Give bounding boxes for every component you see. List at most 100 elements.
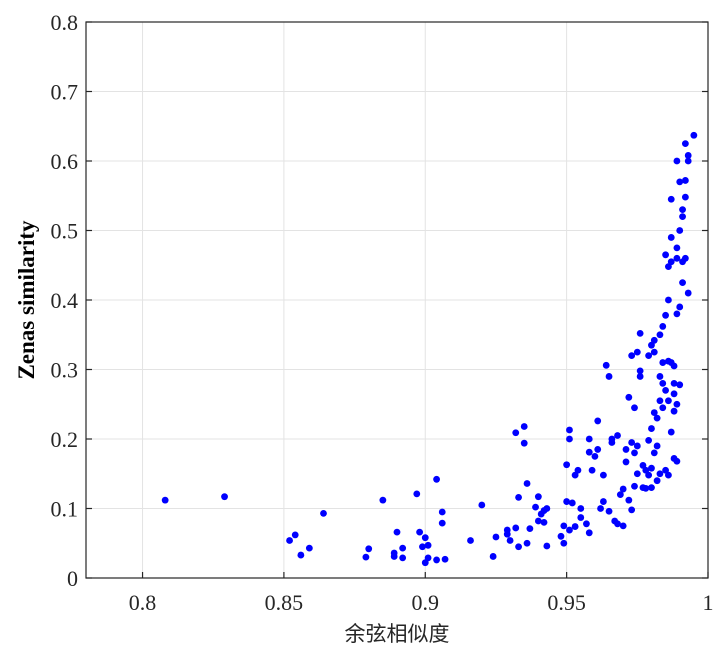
data-point — [441, 555, 449, 563]
data-point — [515, 493, 522, 501]
data-point — [424, 554, 432, 562]
data-point — [393, 528, 401, 536]
data-point — [645, 352, 653, 359]
x-tick-label: 1 — [703, 590, 714, 615]
data-point — [656, 331, 664, 339]
y-tick-label: 0.3 — [51, 358, 79, 383]
data-point — [379, 496, 387, 504]
data-point — [659, 404, 667, 412]
data-point — [512, 524, 520, 532]
data-point — [636, 329, 644, 337]
data-point — [492, 533, 500, 541]
data-point — [399, 554, 407, 562]
y-tick-label: 0.7 — [51, 80, 79, 105]
data-point — [390, 549, 398, 557]
data-point — [633, 442, 641, 450]
data-point — [659, 380, 667, 387]
data-point — [523, 480, 531, 487]
data-point — [585, 435, 593, 443]
data-point — [670, 362, 678, 370]
data-point — [642, 484, 650, 492]
data-point — [520, 439, 528, 447]
data-point — [591, 452, 599, 460]
data-point — [619, 485, 627, 493]
data-point — [648, 425, 655, 432]
data-point — [568, 499, 576, 507]
data-point — [645, 436, 653, 444]
data-point — [645, 471, 653, 479]
data-point — [571, 523, 579, 530]
data-point — [597, 505, 604, 512]
data-point — [631, 449, 638, 457]
data-point — [628, 352, 636, 359]
data-point — [636, 367, 644, 375]
data-point — [665, 471, 672, 479]
x-tick-label: 0.8 — [129, 590, 157, 615]
data-point — [585, 529, 593, 537]
data-points — [161, 131, 698, 567]
data-point — [656, 373, 664, 380]
data-point — [416, 528, 424, 536]
data-point — [557, 532, 565, 540]
data-point — [659, 359, 667, 366]
data-point — [605, 373, 613, 380]
data-point — [297, 551, 305, 559]
x-tick-label: 0.85 — [265, 590, 304, 615]
data-point — [648, 484, 655, 492]
y-tick-label: 0.8 — [51, 10, 79, 35]
data-point — [676, 303, 684, 311]
data-point — [681, 177, 689, 184]
data-point — [433, 475, 440, 483]
data-point — [599, 471, 607, 479]
data-point — [690, 131, 698, 139]
y-tick-label: 0.2 — [51, 427, 79, 452]
x-axis-label: 余弦相似度 — [345, 622, 450, 646]
data-point — [670, 380, 678, 387]
data-point — [619, 522, 627, 530]
data-point — [362, 553, 370, 561]
data-point — [563, 461, 571, 469]
data-point — [662, 251, 669, 259]
data-point — [605, 507, 613, 515]
data-point — [560, 539, 568, 547]
data-point — [636, 373, 644, 380]
data-point — [656, 470, 664, 478]
data-point — [679, 206, 686, 214]
data-point — [662, 386, 669, 394]
data-point — [512, 429, 520, 437]
data-point — [622, 458, 630, 466]
data-point — [653, 414, 661, 422]
data-point — [566, 526, 573, 534]
data-point — [650, 409, 658, 416]
data-point — [305, 544, 313, 552]
data-point — [653, 477, 661, 485]
data-point — [563, 498, 571, 505]
data-point — [673, 157, 681, 165]
data-point — [667, 428, 675, 436]
data-point — [413, 490, 421, 498]
data-point — [320, 509, 327, 517]
data-point — [673, 400, 681, 408]
data-point — [628, 439, 636, 446]
data-point — [503, 526, 511, 534]
data-point — [478, 501, 486, 509]
data-point — [625, 393, 633, 401]
y-tick-label: 0.1 — [51, 497, 79, 522]
data-point — [676, 227, 684, 234]
data-point — [421, 534, 429, 542]
data-point — [673, 244, 681, 252]
data-point — [365, 545, 373, 553]
data-point — [631, 482, 638, 490]
data-point — [667, 195, 675, 203]
data-point — [679, 213, 686, 221]
data-point — [656, 397, 664, 405]
data-point — [681, 254, 689, 262]
data-point — [286, 537, 293, 544]
data-point — [665, 397, 672, 405]
x-tick-label: 0.9 — [412, 590, 440, 615]
data-point — [650, 449, 658, 457]
data-point — [684, 152, 692, 159]
data-point — [599, 498, 607, 505]
data-point — [532, 503, 539, 511]
